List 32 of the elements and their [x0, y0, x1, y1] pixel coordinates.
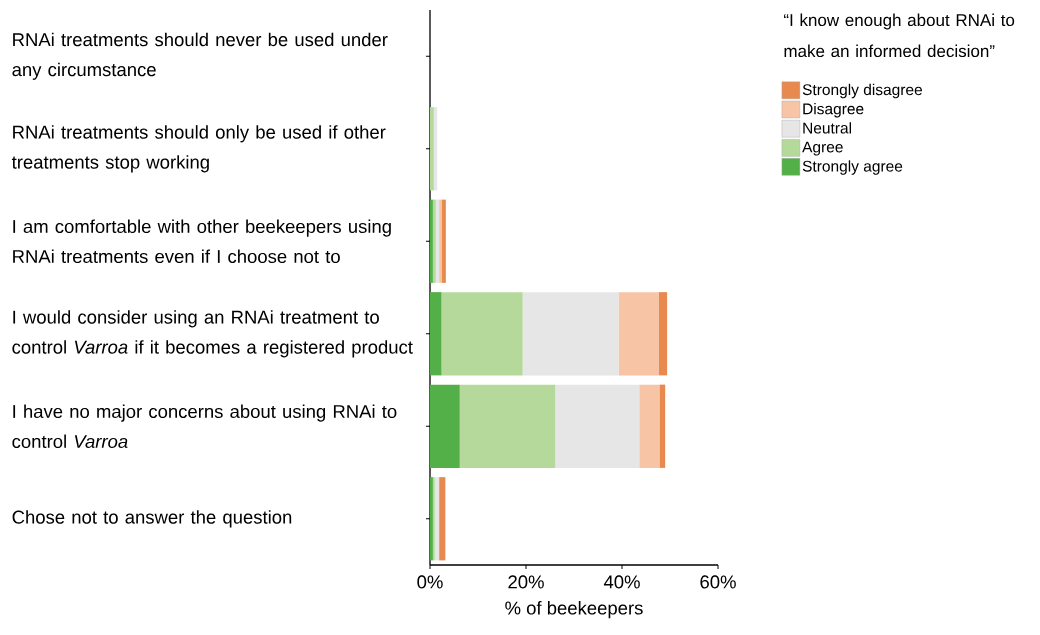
bar	[439, 477, 446, 561]
y-tick-label: RNAi treatments should never be used under any circumstance	[12, 32, 388, 80]
legend-label: Disagree	[803, 102, 864, 118]
legend-label: Neutral	[803, 122, 851, 134]
x-axis-title: % of beekeepers	[505, 601, 643, 619]
bar	[434, 477, 440, 561]
bar	[430, 384, 460, 468]
bar	[430, 107, 434, 191]
y-tick-label: RNAi treatments should only be used if other treatments stop working	[11, 125, 386, 173]
bar	[618, 292, 659, 376]
bar	[555, 384, 640, 468]
x-tick-label: 20%	[508, 575, 544, 589]
bar	[441, 292, 523, 376]
x-tick-label: 0%	[417, 575, 443, 589]
bar	[439, 199, 442, 283]
legend-label: Agree	[802, 141, 843, 156]
bar	[441, 199, 446, 283]
bar	[639, 384, 660, 468]
bar	[659, 384, 666, 468]
legend-label: Strongly agree	[802, 160, 903, 175]
legend-title: “I know enough about RNAi to make an informed decision”	[784, 13, 1015, 58]
legend-label: Strongly disagree	[802, 83, 922, 99]
y-tick-label: I would consider using an RNAi treatment to control Varroa if it becomes a registered product	[12, 310, 413, 358]
x-tick-label: 60%	[700, 575, 736, 589]
y-tick-label: I have no major concerns about using RNAi to control Varroa	[12, 404, 397, 449]
bar	[459, 384, 556, 468]
x-tick-label: 40%	[603, 575, 640, 589]
y-tick-label: Chose not to answer the question	[12, 510, 292, 528]
bar	[430, 292, 442, 376]
y-tick-label: I am comfortable with other beekeepers using RNAi treatments even if I choose not to	[13, 219, 391, 264]
bar	[658, 292, 668, 376]
bar	[522, 292, 619, 376]
